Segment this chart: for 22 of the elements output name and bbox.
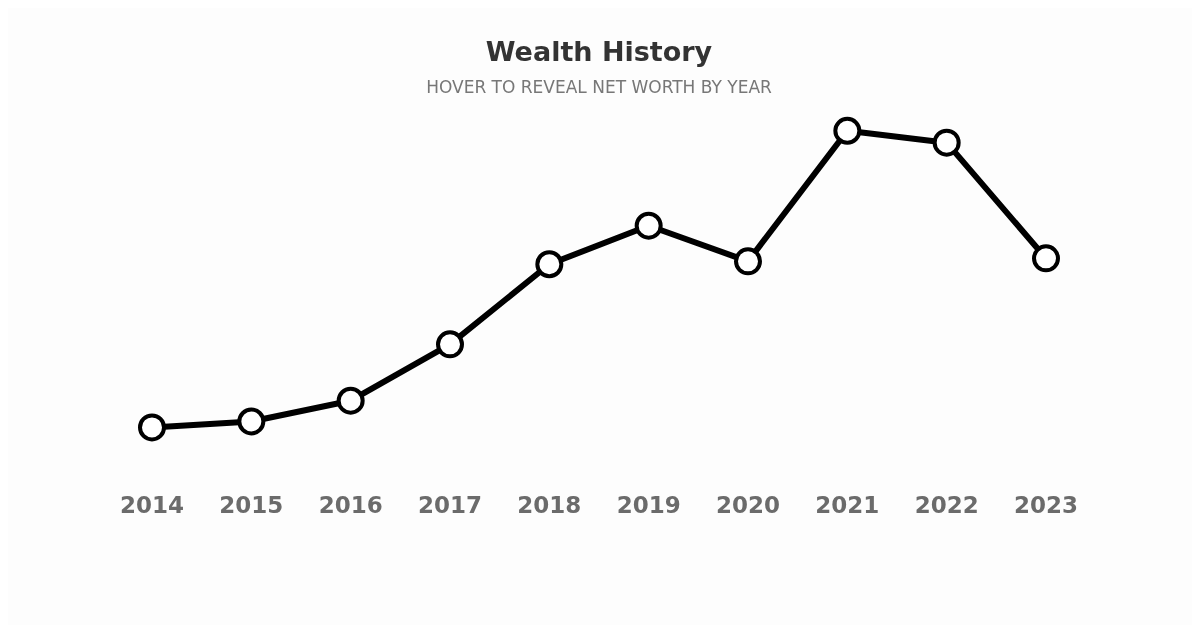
- point: [336, 386, 365, 415]
- point: [237, 407, 266, 436]
- x-tick-label: 2019: [616, 492, 681, 519]
- x-tick-label: 2018: [517, 492, 582, 519]
- x-tick-label: 2022: [914, 492, 979, 519]
- x-tick-label: 2016: [318, 492, 383, 519]
- x-tick-label: 2014: [119, 492, 185, 519]
- point: [734, 247, 762, 276]
- point: [932, 128, 961, 157]
- point: [833, 116, 862, 145]
- point: [535, 250, 564, 279]
- point: [634, 211, 663, 240]
- x-tick-label: 2015: [219, 492, 284, 519]
- point: [436, 330, 464, 359]
- point: [138, 413, 166, 442]
- x-tick-label: 2020: [715, 492, 781, 519]
- x-tick-label: 2021: [815, 492, 880, 519]
- x-tick-label: 2017: [417, 492, 483, 519]
- point: [1032, 244, 1060, 273]
- chart-title: Wealth History: [485, 36, 713, 68]
- x-tick-label: 2023: [1013, 492, 1079, 519]
- chart-subtitle: HOVER TO REVEAL NET WORTH BY YEAR: [426, 77, 773, 98]
